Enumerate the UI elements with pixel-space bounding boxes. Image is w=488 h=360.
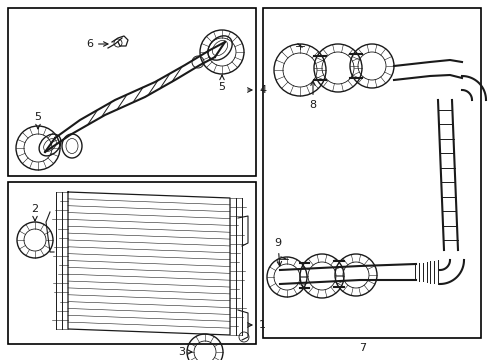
Bar (8, 8, 256, 176)
Text: 4: 4 (259, 85, 265, 95)
Text: 5: 5 (218, 75, 225, 92)
Text: 8: 8 (309, 81, 316, 110)
Bar (263, 8, 480, 338)
Text: 9: 9 (274, 238, 281, 266)
Text: 1: 1 (259, 320, 265, 330)
Text: 7: 7 (359, 343, 366, 353)
Bar (8, 182, 256, 344)
Text: 3: 3 (178, 347, 192, 357)
Text: 6: 6 (86, 39, 108, 49)
Text: 5: 5 (35, 112, 41, 129)
Text: 2: 2 (31, 204, 39, 221)
